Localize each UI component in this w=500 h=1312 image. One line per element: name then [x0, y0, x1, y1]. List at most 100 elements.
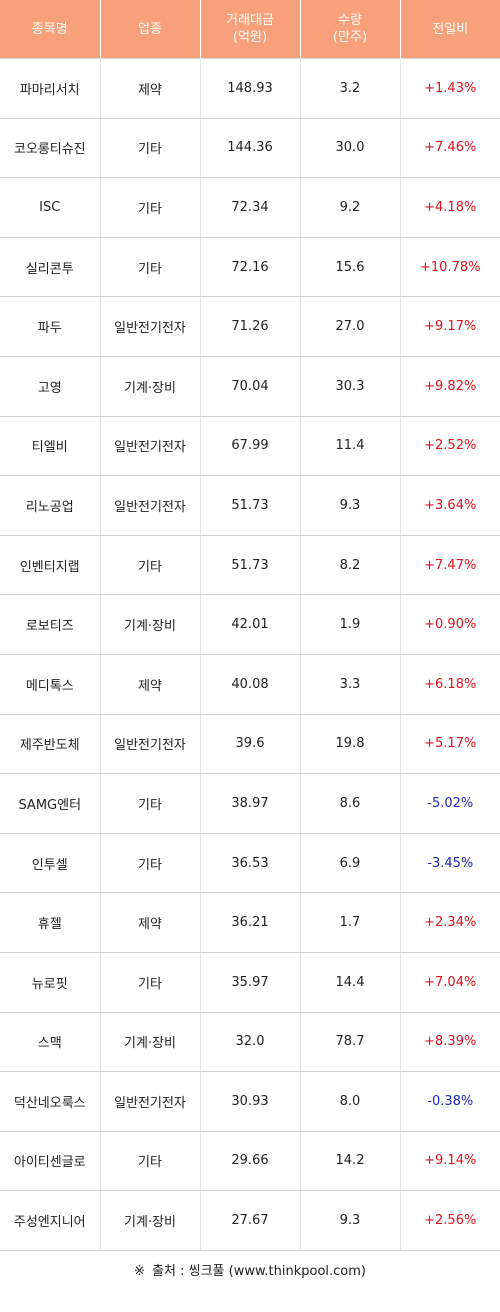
table-row: 아이티센글로 기타 29.66 14.2 +9.14% — [0, 1131, 500, 1192]
amount-cell: 67.99 — [199, 416, 301, 477]
change-cell: -3.45% — [399, 833, 500, 894]
stock-name-cell: 스맥 — [0, 1012, 101, 1073]
table-row: 휴젤 제약 36.21 1.7 +2.34% — [0, 892, 500, 953]
volume-cell: 1.7 — [299, 892, 401, 953]
volume-cell: 9.3 — [299, 1190, 401, 1251]
stock-name-cell: 코오롱티슈진 — [0, 118, 101, 179]
change-cell: +3.64% — [399, 475, 500, 536]
sector-cell: 일반전기전자 — [99, 296, 201, 357]
table-row: 파마리서치 제약 148.93 3.2 +1.43% — [0, 58, 500, 119]
stock-name-cell: 제주반도체 — [0, 714, 101, 775]
stock-name-cell: 로보티즈 — [0, 594, 101, 655]
volume-cell: 15.6 — [299, 237, 401, 298]
volume-cell: 8.2 — [299, 535, 401, 596]
volume-cell: 8.0 — [299, 1071, 401, 1132]
table-row: ISC 기타 72.34 9.2 +4.18% — [0, 177, 500, 238]
source-note: ※ 출처 : 씽크풀 (www.thinkpool.com) — [0, 1260, 500, 1279]
stock-table: 종목명 업종 거래대금 (억원) 수량 (만주) 전일비 파마리서치 제약 148.93… — [0, 0, 500, 1251]
sector-cell: 기타 — [99, 833, 201, 894]
header-stock-name: 종목명 — [0, 0, 101, 59]
volume-cell: 9.2 — [299, 177, 401, 238]
table-row: 주성엔지니어 기계·장비 27.67 9.3 +2.56% — [0, 1190, 500, 1251]
table-row: 스맥 기계·장비 32.0 78.7 +8.39% — [0, 1012, 500, 1073]
volume-cell: 11.4 — [299, 416, 401, 477]
header-amount-label: 거래대금 (억원) — [226, 13, 274, 45]
change-cell: +7.47% — [399, 535, 500, 596]
stock-name-cell: 휴젤 — [0, 892, 101, 953]
table-row: 리노공업 일반전기전자 51.73 9.3 +3.64% — [0, 475, 500, 536]
table-row: 로보티즈 기계·장비 42.01 1.9 +0.90% — [0, 594, 500, 655]
change-cell: +4.18% — [399, 177, 500, 238]
header-change-label: 전일비 — [432, 21, 469, 37]
amount-cell: 32.0 — [199, 1012, 301, 1073]
amount-cell: 71.26 — [199, 296, 301, 357]
table-row: 제주반도체 일반전기전자 39.6 19.8 +5.17% — [0, 714, 500, 775]
amount-cell: 70.04 — [199, 356, 301, 417]
change-cell: +0.90% — [399, 594, 500, 655]
source-mark: ※ — [134, 1264, 145, 1279]
volume-cell: 14.4 — [299, 952, 401, 1013]
change-cell: +2.34% — [399, 892, 500, 953]
stock-name-cell: SAMG엔터 — [0, 773, 101, 834]
stock-name-cell: 고영 — [0, 356, 101, 417]
table-row: 인벤티지랩 기타 51.73 8.2 +7.47% — [0, 535, 500, 596]
sector-cell: 일반전기전자 — [99, 1071, 201, 1132]
sector-cell: 일반전기전자 — [99, 475, 201, 536]
amount-cell: 30.93 — [199, 1071, 301, 1132]
header-sector: 업종 — [99, 0, 201, 59]
table-body: 파마리서치 제약 148.93 3.2 +1.43% 코오롱티슈진 기타 144.36 30.0… — [0, 58, 500, 1251]
amount-cell: 40.08 — [199, 654, 301, 715]
volume-cell: 30.3 — [299, 356, 401, 417]
sector-cell: 기타 — [99, 773, 201, 834]
volume-cell: 14.2 — [299, 1131, 401, 1192]
change-cell: +5.17% — [399, 714, 500, 775]
sector-cell: 기계·장비 — [99, 594, 201, 655]
sector-cell: 제약 — [99, 654, 201, 715]
stock-name-cell: 덕산네오룩스 — [0, 1071, 101, 1132]
stock-name-cell: 아이티센글로 — [0, 1131, 101, 1192]
amount-cell: 144.36 — [199, 118, 301, 179]
change-cell: +2.56% — [399, 1190, 500, 1251]
change-cell: -5.02% — [399, 773, 500, 834]
change-cell: +9.17% — [399, 296, 500, 357]
amount-cell: 51.73 — [199, 535, 301, 596]
sector-cell: 기타 — [99, 177, 201, 238]
sector-cell: 일반전기전자 — [99, 416, 201, 477]
table-row: 뉴로핏 기타 35.97 14.4 +7.04% — [0, 952, 500, 1013]
stock-name-cell: 메디톡스 — [0, 654, 101, 715]
volume-cell: 3.2 — [299, 58, 401, 119]
table-row: 코오롱티슈진 기타 144.36 30.0 +7.46% — [0, 118, 500, 179]
change-cell: +8.39% — [399, 1012, 500, 1073]
change-cell: +2.52% — [399, 416, 500, 477]
table-row: 고영 기계·장비 70.04 30.3 +9.82% — [0, 356, 500, 417]
sector-cell: 제약 — [99, 892, 201, 953]
table-row: 파두 일반전기전자 71.26 27.0 +9.17% — [0, 296, 500, 357]
table-row: 실리콘투 기타 72.16 15.6 +10.78% — [0, 237, 500, 298]
volume-cell: 78.7 — [299, 1012, 401, 1073]
stock-name-cell: 파마리서치 — [0, 58, 101, 119]
header-row: 종목명 업종 거래대금 (억원) 수량 (만주) 전일비 — [0, 0, 500, 59]
sector-cell: 기타 — [99, 237, 201, 298]
sector-cell: 기계·장비 — [99, 1012, 201, 1073]
change-cell: +10.78% — [399, 237, 500, 298]
sector-cell: 기타 — [99, 118, 201, 179]
sector-cell: 기계·장비 — [99, 356, 201, 417]
header-change: 전일비 — [399, 0, 500, 59]
amount-cell: 42.01 — [199, 594, 301, 655]
change-cell: +9.82% — [399, 356, 500, 417]
amount-cell: 38.97 — [199, 773, 301, 834]
stock-name-cell: 인투셀 — [0, 833, 101, 894]
change-cell: +1.43% — [399, 58, 500, 119]
change-cell: +9.14% — [399, 1131, 500, 1192]
volume-cell: 30.0 — [299, 118, 401, 179]
table-row: 메디톡스 제약 40.08 3.3 +6.18% — [0, 654, 500, 715]
amount-cell: 35.97 — [199, 952, 301, 1013]
stock-name-cell: ISC — [0, 177, 101, 238]
amount-cell: 36.21 — [199, 892, 301, 953]
stock-name-cell: 주성엔지니어 — [0, 1190, 101, 1251]
change-cell: +7.46% — [399, 118, 500, 179]
stock-name-cell: 인벤티지랩 — [0, 535, 101, 596]
volume-cell: 8.6 — [299, 773, 401, 834]
stock-name-cell: 리노공업 — [0, 475, 101, 536]
header-amount: 거래대금 (억원) — [199, 0, 301, 59]
